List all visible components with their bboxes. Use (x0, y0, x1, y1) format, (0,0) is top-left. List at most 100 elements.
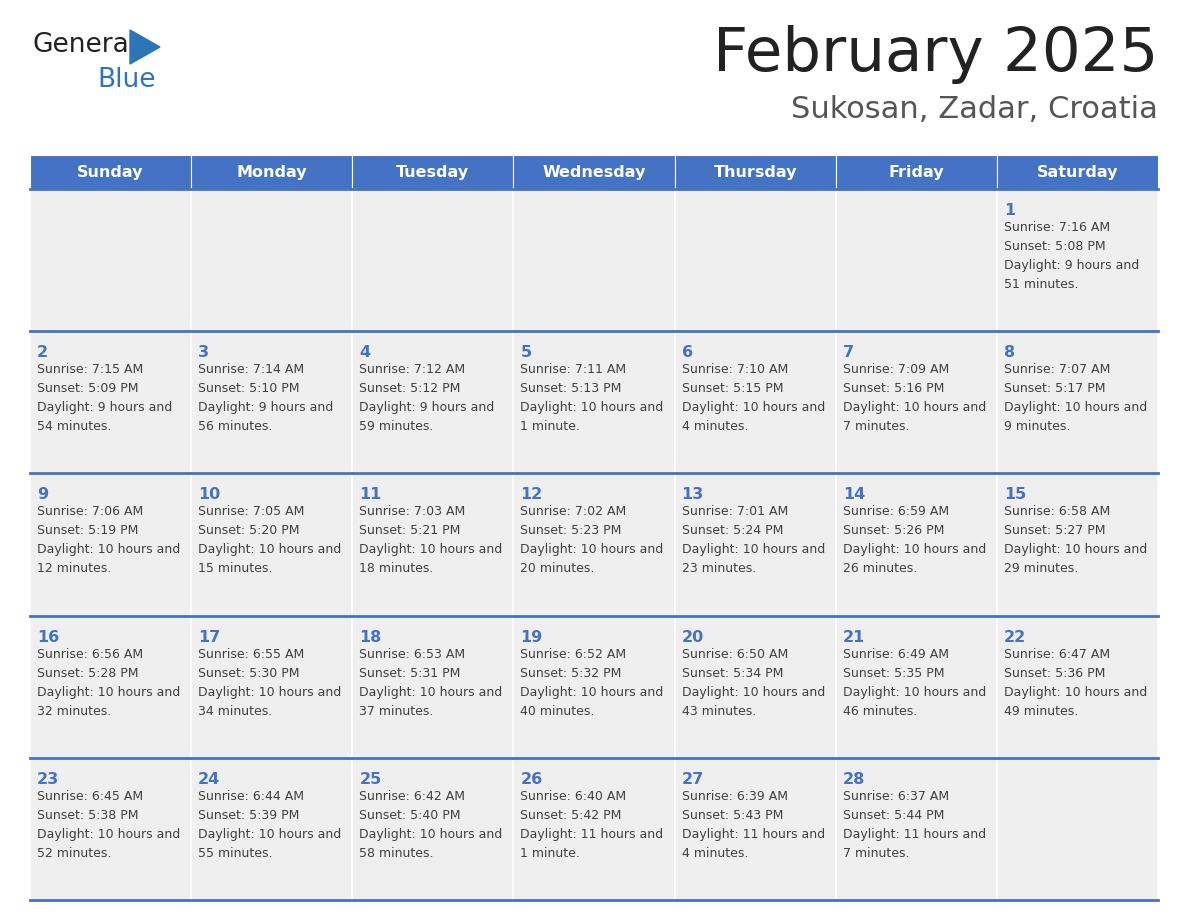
Text: Daylight: 10 hours and: Daylight: 10 hours and (842, 401, 986, 414)
Text: Sunrise: 6:40 AM: Sunrise: 6:40 AM (520, 789, 626, 803)
Bar (191, 189, 353, 331)
Text: Sunrise: 7:05 AM: Sunrise: 7:05 AM (198, 506, 304, 519)
Text: Daylight: 10 hours and: Daylight: 10 hours and (37, 828, 181, 841)
Text: Sunset: 5:24 PM: Sunset: 5:24 PM (682, 524, 783, 537)
Text: 24: 24 (198, 772, 221, 787)
Text: 11: 11 (359, 487, 381, 502)
Text: Sunrise: 7:03 AM: Sunrise: 7:03 AM (359, 506, 466, 519)
Text: 22: 22 (1004, 630, 1026, 644)
Text: 29 minutes.: 29 minutes. (1004, 563, 1078, 576)
Bar (835, 331, 997, 474)
Bar (835, 189, 997, 331)
Bar (191, 757, 353, 900)
Text: 9: 9 (37, 487, 49, 502)
Text: 12: 12 (520, 487, 543, 502)
Text: February 2025: February 2025 (713, 26, 1158, 84)
Bar (191, 474, 353, 616)
Text: Sunset: 5:27 PM: Sunset: 5:27 PM (1004, 524, 1105, 537)
Text: Daylight: 10 hours and: Daylight: 10 hours and (842, 686, 986, 699)
Bar (997, 189, 1158, 331)
Bar (191, 616, 353, 757)
Bar (353, 155, 513, 189)
Text: Sunset: 5:38 PM: Sunset: 5:38 PM (37, 809, 139, 822)
Bar (513, 331, 675, 474)
Text: 4 minutes.: 4 minutes. (682, 420, 748, 433)
Bar (30, 331, 191, 474)
Bar (30, 189, 191, 331)
Text: 56 minutes.: 56 minutes. (198, 420, 272, 433)
Text: Daylight: 10 hours and: Daylight: 10 hours and (842, 543, 986, 556)
Text: Sunset: 5:26 PM: Sunset: 5:26 PM (842, 524, 944, 537)
Text: Sunrise: 6:42 AM: Sunrise: 6:42 AM (359, 789, 466, 803)
Bar (353, 474, 513, 616)
Text: 58 minutes.: 58 minutes. (359, 846, 434, 860)
Bar (353, 189, 513, 331)
Text: Saturday: Saturday (1037, 164, 1118, 180)
Text: Sunrise: 7:11 AM: Sunrise: 7:11 AM (520, 364, 626, 376)
Text: Blue: Blue (97, 67, 156, 93)
Text: Daylight: 10 hours and: Daylight: 10 hours and (198, 686, 341, 699)
Text: Sunrise: 7:06 AM: Sunrise: 7:06 AM (37, 506, 144, 519)
Text: 49 minutes.: 49 minutes. (1004, 705, 1078, 718)
Text: 51 minutes.: 51 minutes. (1004, 278, 1079, 291)
Text: Monday: Monday (236, 164, 307, 180)
Text: Daylight: 9 hours and: Daylight: 9 hours and (359, 401, 494, 414)
Text: 23: 23 (37, 772, 59, 787)
Text: 28: 28 (842, 772, 865, 787)
Bar (675, 474, 835, 616)
Text: 7 minutes.: 7 minutes. (842, 420, 909, 433)
Text: 52 minutes.: 52 minutes. (37, 846, 112, 860)
Text: Sunset: 5:20 PM: Sunset: 5:20 PM (198, 524, 299, 537)
Text: Sunset: 5:17 PM: Sunset: 5:17 PM (1004, 382, 1105, 396)
Bar (675, 189, 835, 331)
Text: Daylight: 10 hours and: Daylight: 10 hours and (682, 686, 824, 699)
Text: 18 minutes.: 18 minutes. (359, 563, 434, 576)
Text: Sunset: 5:16 PM: Sunset: 5:16 PM (842, 382, 944, 396)
Text: Daylight: 9 hours and: Daylight: 9 hours and (1004, 259, 1139, 272)
Text: Sunrise: 6:37 AM: Sunrise: 6:37 AM (842, 789, 949, 803)
Text: Sunrise: 6:56 AM: Sunrise: 6:56 AM (37, 647, 143, 661)
Text: 2: 2 (37, 345, 49, 360)
Text: Daylight: 10 hours and: Daylight: 10 hours and (198, 828, 341, 841)
Text: Thursday: Thursday (713, 164, 797, 180)
Bar (353, 331, 513, 474)
Text: Sunrise: 7:14 AM: Sunrise: 7:14 AM (198, 364, 304, 376)
Text: 34 minutes.: 34 minutes. (198, 705, 272, 718)
Text: 9 minutes.: 9 minutes. (1004, 420, 1070, 433)
Bar (513, 474, 675, 616)
Bar (353, 616, 513, 757)
Text: Sunset: 5:42 PM: Sunset: 5:42 PM (520, 809, 621, 822)
Text: 18: 18 (359, 630, 381, 644)
Text: Daylight: 10 hours and: Daylight: 10 hours and (359, 543, 503, 556)
Text: 55 minutes.: 55 minutes. (198, 846, 272, 860)
Polygon shape (129, 30, 160, 64)
Text: Sunset: 5:34 PM: Sunset: 5:34 PM (682, 666, 783, 679)
Text: 1 minute.: 1 minute. (520, 846, 580, 860)
Bar (675, 155, 835, 189)
Text: Sunset: 5:30 PM: Sunset: 5:30 PM (198, 666, 299, 679)
Text: Daylight: 10 hours and: Daylight: 10 hours and (359, 828, 503, 841)
Text: Sunrise: 6:58 AM: Sunrise: 6:58 AM (1004, 506, 1110, 519)
Text: Sunrise: 7:07 AM: Sunrise: 7:07 AM (1004, 364, 1111, 376)
Text: Daylight: 10 hours and: Daylight: 10 hours and (520, 686, 664, 699)
Bar (30, 616, 191, 757)
Bar (997, 331, 1158, 474)
Text: Daylight: 10 hours and: Daylight: 10 hours and (520, 401, 664, 414)
Text: Sunset: 5:39 PM: Sunset: 5:39 PM (198, 809, 299, 822)
Text: 20: 20 (682, 630, 703, 644)
Text: Sunset: 5:21 PM: Sunset: 5:21 PM (359, 524, 461, 537)
Text: Sunset: 5:10 PM: Sunset: 5:10 PM (198, 382, 299, 396)
Bar (835, 474, 997, 616)
Text: Sunset: 5:35 PM: Sunset: 5:35 PM (842, 666, 944, 679)
Text: 15 minutes.: 15 minutes. (198, 563, 272, 576)
Text: Sunset: 5:08 PM: Sunset: 5:08 PM (1004, 240, 1106, 253)
Text: 15: 15 (1004, 487, 1026, 502)
Text: Daylight: 10 hours and: Daylight: 10 hours and (682, 401, 824, 414)
Text: General: General (32, 32, 137, 58)
Text: 25: 25 (359, 772, 381, 787)
Text: 40 minutes.: 40 minutes. (520, 705, 595, 718)
Text: Daylight: 10 hours and: Daylight: 10 hours and (682, 543, 824, 556)
Text: Sunset: 5:32 PM: Sunset: 5:32 PM (520, 666, 621, 679)
Bar (675, 616, 835, 757)
Text: Daylight: 10 hours and: Daylight: 10 hours and (520, 543, 664, 556)
